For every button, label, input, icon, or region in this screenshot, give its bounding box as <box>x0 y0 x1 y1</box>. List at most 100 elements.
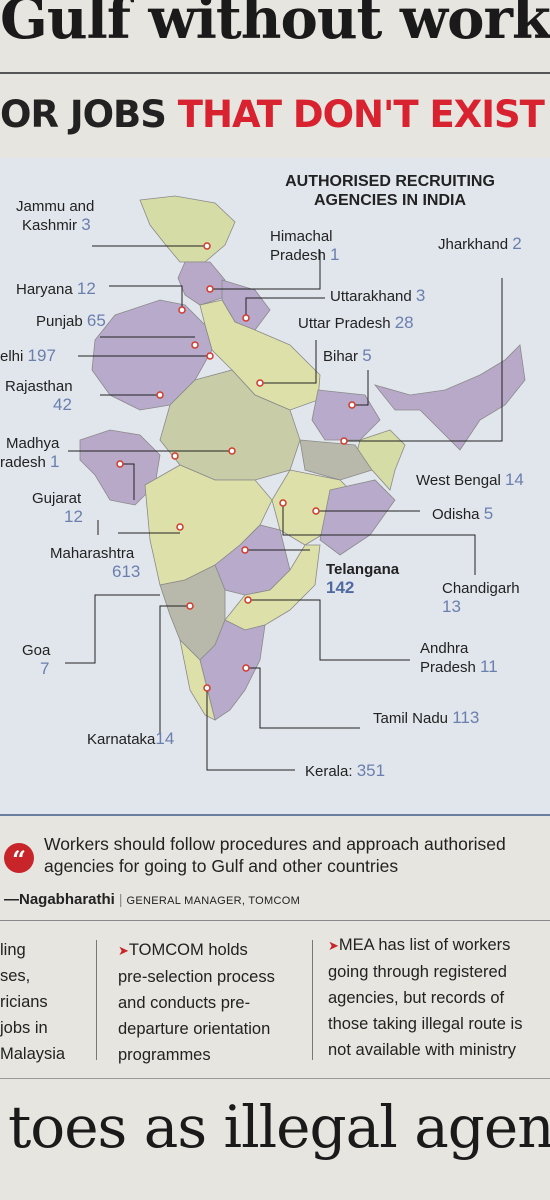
agency-count: 113 <box>452 708 480 727</box>
agency-count: 142 <box>326 578 355 597</box>
column-divider <box>312 940 313 1060</box>
state-name: Goa <box>22 642 51 659</box>
state-name: radesh <box>0 454 46 471</box>
state-name: Chandigarh <box>442 580 520 597</box>
map-panel <box>0 158 550 816</box>
agency-count: 1 <box>330 245 340 264</box>
agency-count: 1 <box>50 452 60 471</box>
agency-count: 7 <box>40 659 50 678</box>
agency-count: 197 <box>27 346 56 365</box>
label-gujarat: Gujarat 12 <box>32 490 83 526</box>
region-bihar <box>311 389 381 441</box>
region-hp-punjab <box>177 261 226 306</box>
agency-count: 12 <box>64 507 83 526</box>
rule <box>0 1078 550 1079</box>
agency-count: 613 <box>112 562 141 581</box>
state-name: Karnataka <box>87 731 156 748</box>
label-odisha: Odisha 5 <box>432 505 493 524</box>
label-maharashtra: Maharashtra 613 <box>50 545 140 581</box>
label-jharkhand: Jharkhand 2 <box>438 235 522 254</box>
subheadline: OR JOBS THAT DON'T EXIST <box>0 93 545 136</box>
india-map <box>65 195 526 771</box>
state-name: Bihar <box>323 348 359 365</box>
state-name: Odisha <box>432 506 480 523</box>
state-name: Rajasthan <box>5 378 73 395</box>
agency-count: 2 <box>512 234 522 253</box>
state-name: Andhra <box>420 640 469 657</box>
agency-count: 351 <box>356 761 386 780</box>
column-divider <box>96 940 97 1060</box>
state-name: Haryana <box>16 281 73 298</box>
agency-count: 5 <box>362 346 372 365</box>
column-left: ling ses, ricians jobs in Malaysia <box>0 941 66 1063</box>
label-punjab: Punjab 65 <box>36 312 106 331</box>
region-mp <box>159 369 301 481</box>
label-bihar: Bihar 5 <box>323 347 372 366</box>
label-andhra-pradesh: Andhra Pradesh 11 <box>420 640 498 677</box>
state-name: Tamil Nadu <box>373 710 449 727</box>
map-title-line2: AGENCIES IN INDIA <box>313 192 466 209</box>
subhead-part1: OR JOBS <box>0 93 178 136</box>
column-text: TOMCOM holds pre-selection process and c… <box>118 941 275 1064</box>
quote-icon: “ <box>4 843 34 874</box>
column-middle: ➤TOMCOM holds pre-selection process and … <box>118 937 313 1068</box>
state-name: Jammu and <box>16 198 95 215</box>
rule <box>0 920 550 921</box>
map-title: AUTHORISED RECRUITING AGENCIES IN INDIA <box>250 172 530 210</box>
state-name: Maharashtra <box>50 545 135 562</box>
quote-attribution: —Nagabharathi | GENERAL MANAGER, TOMCOM <box>4 891 300 908</box>
map-title-line1: AUTHORISED RECRUITING <box>285 173 495 190</box>
label-west-bengal: West Bengal 14 <box>416 471 524 490</box>
agency-count: 14 <box>155 729 175 748</box>
label-goa: Goa 7 <box>22 642 50 678</box>
bottom-headline: toes as illegal agent <box>8 1093 550 1161</box>
column-right: ➤MEA has list of workers going through r… <box>328 932 550 1063</box>
agency-count: 28 <box>394 313 414 332</box>
agency-count: 42 <box>53 395 72 414</box>
agency-count: 3 <box>81 215 91 234</box>
label-madhya-pradesh: Madhya radesh 1 <box>0 435 60 472</box>
state-name: Himachal <box>270 228 333 245</box>
attribution-name: —Nagabharathi <box>4 891 115 908</box>
rule <box>0 72 550 74</box>
state-name: Jharkhand <box>438 236 509 253</box>
top-headline: Gulf without work <box>0 0 550 52</box>
label-uttar-pradesh: Uttar Pradesh 28 <box>298 314 414 333</box>
state-name: Kashmir <box>22 217 78 234</box>
label-himachal-pradesh: Himachal Pradesh 1 <box>270 228 340 265</box>
agency-count: 12 <box>76 279 96 298</box>
region-odisha <box>319 479 396 556</box>
agency-count: 5 <box>483 504 494 523</box>
state-name: Pradesh <box>420 659 476 676</box>
label-uttarakhand: Uttarakhand 3 <box>330 287 425 306</box>
state-name: Madhya <box>6 435 60 452</box>
agency-count: 65 <box>86 311 106 330</box>
state-name: Uttar Pradesh <box>298 315 391 332</box>
subhead-part2: THAT DON'T EXIST <box>177 93 545 136</box>
pull-quote: Workers should follow procedures and app… <box>44 834 506 876</box>
label-delhi: elhi 197 <box>0 347 56 366</box>
state-name: Uttarakhand <box>330 288 412 305</box>
state-name: Telangana <box>326 561 400 578</box>
state-name: Gujarat <box>32 490 82 507</box>
region-northeast <box>373 344 526 451</box>
label-rajasthan: Rajasthan 42 <box>5 378 73 414</box>
arrow-icon: ➤ <box>328 938 339 953</box>
label-haryana: Haryana 12 <box>16 280 96 299</box>
label-kerala: Kerala: 351 <box>305 762 385 781</box>
region-kerala <box>179 638 216 721</box>
state-name: Punjab <box>36 313 83 330</box>
column-text: MEA has list of workers going through re… <box>328 936 523 1059</box>
label-jammu-kashmir: Jammu and Kashmir 3 <box>16 198 94 235</box>
separator: | <box>118 891 123 907</box>
agency-count: 13 <box>442 597 461 616</box>
label-karnataka: Karnataka14 <box>87 730 174 749</box>
state-name: Pradesh <box>270 247 326 264</box>
arrow-icon: ➤ <box>118 943 129 958</box>
region-jk <box>139 195 236 263</box>
agency-count: 14 <box>504 470 524 489</box>
agency-count: 3 <box>415 286 426 305</box>
state-name: Kerala: <box>305 763 353 780</box>
attribution-role: GENERAL MANAGER, TOMCOM <box>126 895 301 907</box>
agency-count: 11 <box>480 657 498 676</box>
